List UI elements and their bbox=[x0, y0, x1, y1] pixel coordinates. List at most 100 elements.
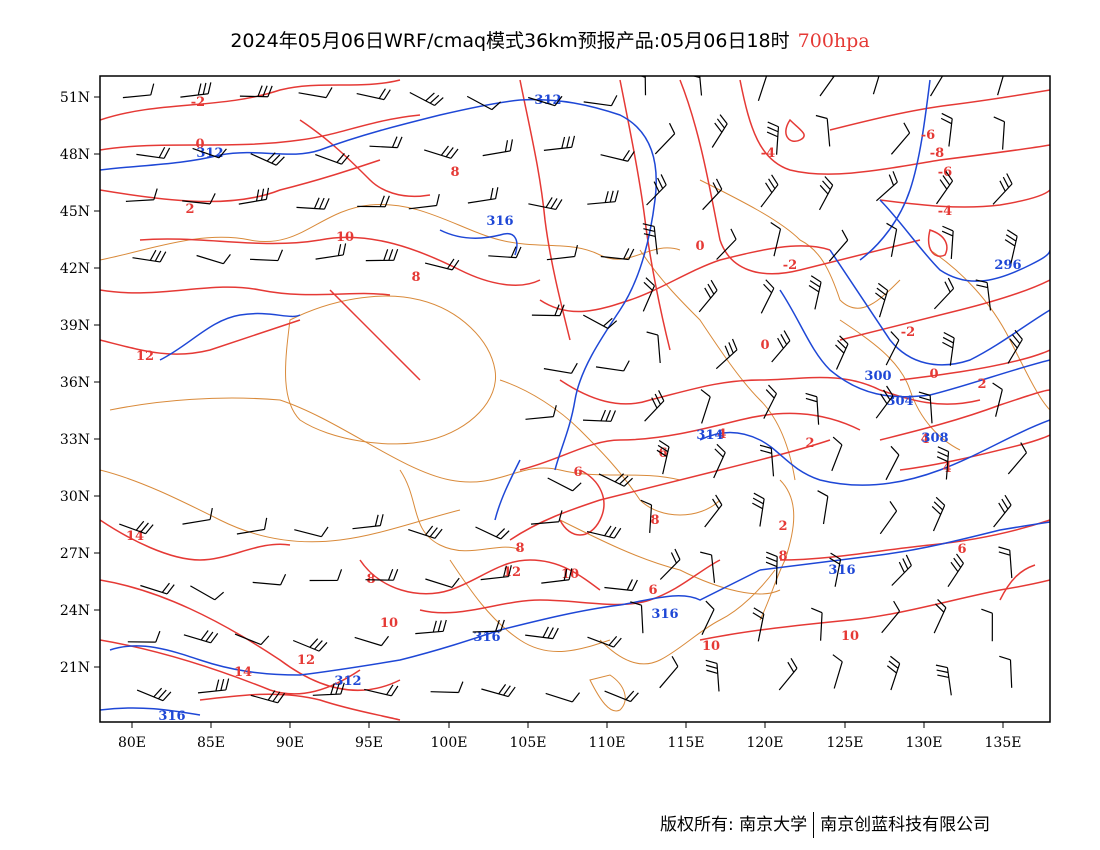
temp-label: 10 bbox=[336, 230, 354, 245]
temperature-contour bbox=[100, 159, 381, 203]
wind-barb bbox=[292, 638, 328, 652]
wind-barb bbox=[765, 551, 778, 585]
wind-barb bbox=[876, 171, 898, 202]
lon-label: 120E bbox=[747, 735, 784, 751]
wind-barb bbox=[890, 122, 911, 155]
wind-barb bbox=[771, 330, 791, 363]
wind-barb bbox=[981, 608, 993, 642]
lon-label: 110E bbox=[589, 735, 626, 751]
wind-barb bbox=[766, 121, 780, 155]
wind-barb bbox=[525, 405, 557, 420]
wind-barb bbox=[182, 507, 213, 525]
wind-barb bbox=[430, 681, 464, 694]
geo-label: 316 bbox=[158, 709, 185, 724]
wind-barb bbox=[315, 153, 350, 165]
wind-barb bbox=[891, 554, 912, 586]
geopotential-contour bbox=[100, 707, 201, 716]
boundary-lines bbox=[100, 179, 1050, 712]
temperature-contour bbox=[100, 286, 391, 296]
temp-label: -8 bbox=[930, 146, 944, 161]
lat-label: 36N bbox=[60, 375, 90, 391]
geopotential-contour bbox=[100, 99, 521, 171]
wind-barb bbox=[879, 501, 898, 535]
credit-separator bbox=[813, 812, 815, 838]
boundary-path bbox=[699, 179, 901, 309]
wind-barb bbox=[760, 279, 775, 314]
wind-barb bbox=[365, 249, 399, 262]
temperature-contour bbox=[359, 559, 601, 595]
wind-barb bbox=[480, 565, 512, 581]
lon-label: 85E bbox=[197, 735, 225, 751]
temp-label: -2 bbox=[191, 95, 205, 110]
wind-barb bbox=[196, 254, 231, 265]
wind-barb bbox=[881, 600, 901, 634]
boundary-path bbox=[639, 249, 796, 481]
temp-label: 8 bbox=[778, 549, 787, 564]
temp-label: 12 bbox=[297, 653, 315, 668]
geopotential-contour bbox=[109, 629, 501, 676]
wind-barb bbox=[119, 520, 154, 535]
wind-barb bbox=[352, 514, 384, 530]
temperature-contour bbox=[100, 319, 301, 355]
temperature-contour bbox=[999, 564, 1036, 601]
wind-barb bbox=[993, 494, 1012, 528]
geo-label: 296 bbox=[994, 258, 1021, 273]
temperature-contour bbox=[509, 439, 831, 541]
wind-barb bbox=[136, 146, 171, 159]
temp-label: -2 bbox=[783, 258, 797, 273]
wind-barb bbox=[595, 360, 630, 372]
wind-barb bbox=[975, 279, 992, 311]
wind-barb bbox=[760, 174, 779, 208]
temperature-contour bbox=[329, 289, 421, 381]
wind-barb bbox=[587, 190, 619, 205]
wind-barb bbox=[545, 692, 581, 703]
wind-barb bbox=[250, 152, 285, 166]
geopotential-contour bbox=[519, 98, 657, 471]
credit-company: 南京创蓝科技有限公司 bbox=[820, 815, 991, 835]
boundary-path bbox=[285, 295, 497, 445]
wind-barb bbox=[931, 496, 946, 532]
temp-label: 8 bbox=[450, 165, 459, 180]
wind-barb bbox=[182, 193, 216, 205]
temperature-contour bbox=[519, 412, 861, 471]
wind-barb bbox=[1004, 229, 1018, 264]
temp-label: 8 bbox=[650, 513, 659, 528]
boundary-path bbox=[759, 479, 795, 621]
wind-barb bbox=[424, 145, 459, 159]
temp-label: 0 bbox=[760, 338, 769, 353]
wind-barb bbox=[136, 687, 172, 702]
wind-barb bbox=[646, 174, 667, 206]
wind-barb bbox=[993, 116, 1006, 150]
geo-label: 314 bbox=[696, 428, 723, 443]
wind-barb bbox=[933, 277, 955, 310]
wind-barb bbox=[239, 85, 273, 98]
geopotential-contour bbox=[779, 289, 1050, 398]
temperature-contour bbox=[679, 79, 921, 275]
lon-label: 90E bbox=[276, 735, 304, 751]
wind-barb bbox=[815, 114, 831, 147]
temperature-contour bbox=[100, 639, 361, 695]
wind-barb bbox=[528, 197, 563, 211]
temperature-contour bbox=[839, 279, 1050, 341]
wind-barb bbox=[918, 391, 933, 424]
wind-barb bbox=[408, 525, 443, 539]
temp-label: -2 bbox=[901, 325, 915, 340]
wind-barb bbox=[600, 248, 635, 261]
wind-barb bbox=[805, 392, 820, 425]
temperature-contour bbox=[100, 519, 291, 561]
wind-barb bbox=[757, 76, 768, 101]
geopotential-contour bbox=[879, 199, 1050, 282]
wind-barb bbox=[701, 600, 715, 635]
wind-barb bbox=[656, 439, 670, 475]
wind-barb bbox=[1007, 442, 1028, 475]
wind-barb bbox=[583, 95, 618, 107]
temperature-contour bbox=[699, 579, 1050, 641]
wind-barb bbox=[659, 548, 681, 580]
wind-barb bbox=[998, 546, 1013, 579]
temperature-labels: -2 0 2 8 10 12 14 14 12 10 8 6 6 8 10 12… bbox=[126, 95, 987, 680]
wind-barb bbox=[357, 195, 390, 208]
wind-barb bbox=[819, 76, 837, 97]
temperature-contour bbox=[879, 389, 1050, 441]
wind-barb bbox=[992, 382, 1003, 417]
lon-label: 105E bbox=[510, 735, 547, 751]
